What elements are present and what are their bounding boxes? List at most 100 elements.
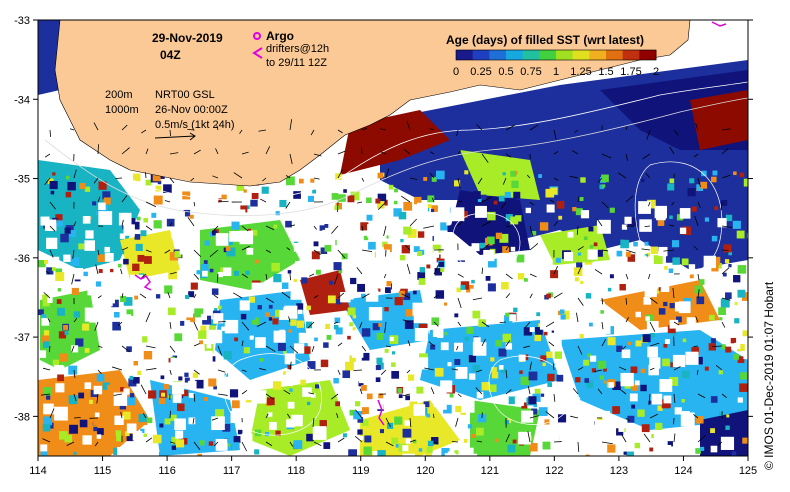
sst-pixel [306, 321, 313, 329]
sst-pixel [158, 451, 165, 456]
sst-pixel [265, 407, 271, 413]
current-arrow [241, 273, 248, 278]
no-data-pixel [470, 288, 482, 301]
no-data-pixel [447, 451, 454, 456]
sst-pixel [376, 357, 383, 364]
no-data-pixel [277, 452, 283, 456]
current-arrow [233, 172, 243, 179]
sst-pixel [42, 299, 50, 307]
no-data-pixel [211, 416, 225, 431]
current-arrow [649, 367, 655, 371]
sst-pixel [313, 241, 319, 247]
current-arrow [481, 338, 486, 347]
no-data-pixel [594, 419, 604, 429]
sst-pixel [349, 355, 356, 363]
sst-pixel [574, 277, 579, 282]
no-data-pixel [38, 350, 47, 358]
sst-pixel [61, 380, 66, 385]
current-arrow [73, 393, 77, 402]
sst-pixel [681, 258, 689, 266]
sst-pixel [579, 333, 584, 338]
sst-pixel [737, 265, 747, 274]
no-data-pixel [654, 205, 668, 219]
no-data-pixel [157, 324, 168, 335]
sst-pixel [123, 297, 133, 306]
sst-pixel [427, 204, 432, 209]
sst-pixel [497, 447, 503, 453]
current-arrow [721, 225, 733, 228]
no-data-pixel [519, 305, 533, 319]
current-arrow [663, 249, 675, 252]
no-data-pixel [293, 272, 300, 280]
sst-pixel [273, 274, 282, 283]
sst-pixel [180, 320, 185, 326]
sst-pixel [603, 380, 607, 384]
sst-pixel [631, 383, 639, 391]
sst-pixel [454, 450, 459, 455]
sst-pixel [635, 340, 642, 347]
no-data-pixel [125, 321, 137, 333]
sst-pixel [357, 283, 366, 292]
no-data-pixel [56, 365, 65, 374]
sst-pixel [398, 394, 403, 399]
sst-pixel [395, 443, 400, 448]
title-time: 04Z [160, 48, 181, 62]
current-arrow [622, 345, 627, 350]
sst-pixel [430, 208, 435, 213]
current-arrow [47, 317, 51, 323]
sst-pixel [403, 201, 413, 211]
no-data-pixel [653, 443, 667, 456]
no-data-pixel [663, 395, 672, 404]
contour-eddy-3 [223, 353, 322, 436]
current-arrow [193, 441, 201, 451]
sst-pixel [718, 370, 723, 375]
current-arrow [289, 153, 293, 165]
sst-pixel [138, 413, 147, 423]
sst-pixel [102, 191, 111, 200]
sst-pixel [357, 429, 363, 435]
current-arrow [552, 363, 555, 371]
no-data-pixel [311, 393, 316, 398]
no-data-pixel [463, 246, 471, 254]
sst-pixel [97, 399, 103, 405]
current-arrow [259, 368, 267, 371]
sst-pixel [59, 423, 64, 428]
no-data-pixel [638, 201, 651, 214]
sst-pixel [208, 325, 216, 333]
current-arrow [430, 151, 435, 155]
current-arrow [357, 201, 363, 204]
colorbar-swatch [556, 50, 574, 60]
sst-pixel [240, 205, 248, 213]
no-data-pixel [639, 219, 652, 232]
current-arrow [258, 129, 267, 132]
sst-pixel [498, 195, 505, 202]
sst-pixel [487, 283, 496, 292]
current-arrow [481, 196, 492, 203]
current-arrow [190, 177, 195, 182]
sst-pixel [475, 427, 484, 436]
sst-pixel [347, 195, 355, 203]
current-arrow [401, 195, 411, 203]
current-arrow [167, 292, 171, 299]
current-arrow [145, 172, 147, 179]
sst-pixel [700, 446, 705, 451]
sst-pixel [211, 230, 217, 236]
current-arrow [617, 172, 627, 179]
current-arrow [456, 345, 459, 351]
current-arrow [402, 393, 411, 397]
sst-pixel [710, 338, 716, 344]
no-data-pixel [464, 447, 474, 456]
sst-pixel [725, 425, 730, 430]
no-data-pixel [440, 342, 449, 351]
sst-pixel [385, 287, 391, 294]
no-data-pixel [608, 382, 614, 388]
no-data-pixel [283, 307, 293, 317]
x-tick-label: 115 [94, 465, 112, 477]
current-arrow [42, 367, 51, 371]
sst-pixel [577, 252, 581, 256]
sst-pixel [360, 293, 369, 302]
sst-pixel [232, 442, 240, 450]
no-data-pixel [118, 212, 132, 226]
sst-pixel [113, 447, 121, 456]
sst-pixel [642, 334, 651, 343]
